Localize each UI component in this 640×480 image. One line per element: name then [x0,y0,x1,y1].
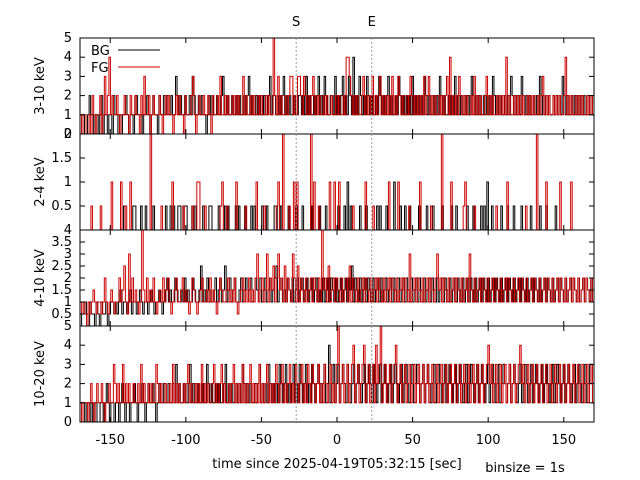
y-tick-label: 4 [64,223,72,238]
x-axis-label: time since 2025-04-19T05:32:15 [sec] [212,457,461,472]
series-fg-panel-3 [80,229,594,327]
x-tick-label: -100 [171,433,201,448]
series-fg-panel-4 [80,325,594,423]
series-bg-panel-3 [80,265,594,327]
y-tick-label: 1 [64,108,72,123]
y-tick-label: 1 [64,396,72,411]
y-tick-label: 4 [64,50,72,65]
y-tick-label: 0.5 [51,307,72,322]
legend: BG FG [91,44,160,76]
panel-2: 0.5 1 1.5 2 2-4 keV [33,127,595,231]
panel-1: 0 1 2 3 4 5 3-10 keV [33,31,595,142]
y-tick-label: 3 [64,357,72,372]
y-tick-label: 4 [64,338,72,353]
panel-3: 0.511.522.533.54 4-10 keV [33,223,595,327]
series-fg-panel-2 [80,133,594,231]
x-tick-label: 0 [333,433,341,448]
y-tick-label: 2 [64,89,72,104]
y-tick-label: 2 [64,127,72,142]
y-tick-label: 5 [64,319,72,334]
y-tick-label: 0 [64,415,72,430]
panel-4: 0 1 2 3 4 5 10-20 keV [33,319,595,430]
series-bg-panel-1 [80,56,594,135]
x-tick-label: 50 [404,433,421,448]
series-bg-panel-2 [80,181,594,231]
y-tick-label: 5 [64,31,72,46]
y-tick-label: 2 [64,271,72,286]
y-tick-label: 3 [64,69,72,84]
y-axis-label: 10-20 keV [33,341,48,407]
y-tick-label: 2.5 [51,259,72,274]
binsize-label: binsize = 1s [485,461,565,476]
x-tick-label: 150 [551,433,576,448]
x-tick-label: -50 [251,433,272,448]
y-tick-label: 1 [64,295,72,310]
y-axis-label: 2-4 keV [33,157,48,206]
y-axis-label: 3-10 keV [33,57,48,115]
series-fg-panel-1 [80,37,594,135]
y-axis-label: 4-10 keV [33,249,48,307]
y-tick-label: 1.5 [51,151,72,166]
x-tick-label: -150 [95,433,125,448]
marker-label-e: E [368,15,376,30]
y-tick-label: 1.5 [51,283,72,298]
y-tick-label: 0 [64,127,72,142]
marker-label-s: S [292,15,300,30]
panel-frame [79,133,595,231]
y-tick-label: 2 [64,377,72,392]
legend-label-bg: BG [91,44,110,59]
y-tick-label: 0.5 [51,199,72,214]
x-axis: -150 -100 -50 0 50 100 150 [95,433,576,448]
x-tick-label: 100 [476,433,501,448]
legend-label-fg: FG [91,61,109,76]
y-tick-label: 1 [64,175,72,190]
y-tick-label: 3 [64,247,72,262]
y-tick-label: 3.5 [51,235,72,250]
